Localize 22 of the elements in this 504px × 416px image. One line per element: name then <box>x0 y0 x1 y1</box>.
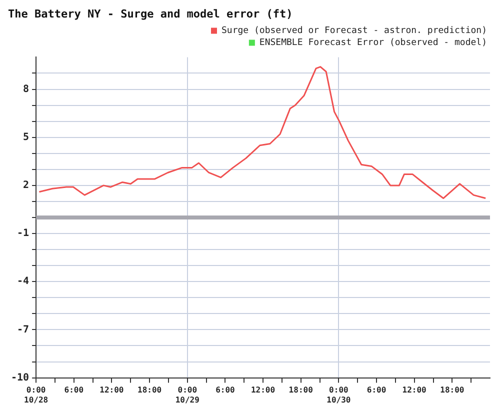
chart-title: The Battery NY - Surge and model error (ft) <box>8 7 293 20</box>
legend-label: ENSEMBLE Forecast Error (observed - model) <box>259 38 488 48</box>
x-tick-label: 18:00 <box>138 386 162 395</box>
y-tick-label: -4 <box>17 276 30 288</box>
y-tick-label: 5 <box>23 132 30 143</box>
x-tick-label: 18:00 <box>440 386 464 395</box>
x-tick-label: 18:00 <box>288 386 314 395</box>
y-tick-label: -7 <box>17 324 30 336</box>
x-tick-label: 6:00 <box>216 386 236 395</box>
y-tick-label: -10 <box>11 372 30 384</box>
x-tick-label: 12:00 <box>402 386 427 395</box>
x-tick-label: 0:00 10/28 <box>24 386 48 404</box>
x-tick-label: 12:00 <box>100 386 124 395</box>
x-tick-label: 0:00 10/30 <box>326 386 351 404</box>
x-tick-label: 0:00 10/29 <box>175 386 200 404</box>
y-tick-label: 8 <box>23 84 30 95</box>
x-tick-label: 12:00 <box>250 386 276 395</box>
legend-label: Surge (observed or Forecast - astron. prediction) <box>221 26 488 36</box>
x-tick-label: 6:00 <box>64 386 84 395</box>
y-tick-label: -1 <box>17 228 30 240</box>
y-tick-label: 2 <box>23 180 30 192</box>
x-tick-label: 6:00 <box>366 386 386 395</box>
